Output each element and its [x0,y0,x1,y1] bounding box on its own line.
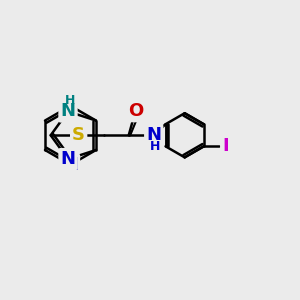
Text: N: N [61,103,76,121]
Text: O: O [128,102,144,120]
Text: S: S [72,126,85,144]
Text: N: N [146,126,161,144]
Text: H: H [150,140,160,153]
Text: H: H [65,94,76,107]
Text: N: N [63,156,78,174]
Text: I: I [222,137,229,155]
Text: N: N [61,150,76,168]
